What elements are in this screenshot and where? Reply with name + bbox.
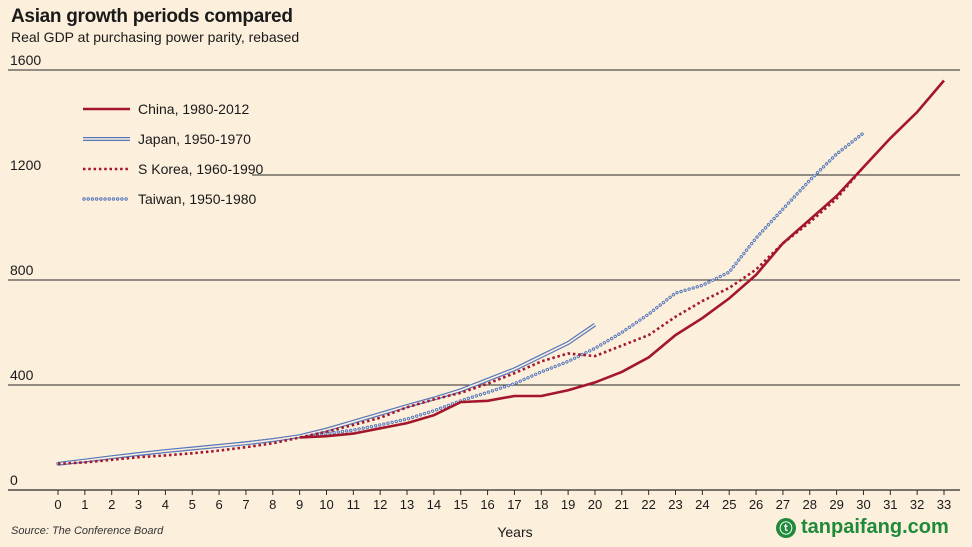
x-tick-label: 25 <box>722 497 736 512</box>
x-tick-label: 0 <box>54 497 61 512</box>
x-tick-label: 32 <box>910 497 924 512</box>
x-tick-label: 4 <box>162 497 169 512</box>
series-line-china <box>299 79 945 439</box>
gridlines <box>8 69 960 491</box>
x-tick-label: 28 <box>803 497 817 512</box>
watermark-logo-icon: ⓣ <box>776 517 796 538</box>
legend-label-china: China, 1980-2012 <box>138 101 250 117</box>
series-line-japan-inner <box>57 323 596 465</box>
x-axis: 0 1 2 3 4 5 6 7 8 9 10 11 12 13 14 15 16 17 18 19 20 21 22 23 24… <box>54 490 951 512</box>
series-line-japan <box>57 322 597 466</box>
x-tick-label: 27 <box>776 497 790 512</box>
x-tick-label: 30 <box>856 497 870 512</box>
x-tick-label: 29 <box>829 497 843 512</box>
x-tick-label: 3 <box>135 497 142 512</box>
x-tick-label: 2 <box>108 497 115 512</box>
y-axis-ticks: 0 400 800 1200 1600 <box>10 52 41 488</box>
series-line-s-korea <box>57 166 865 466</box>
x-axis-label: Years <box>497 524 532 540</box>
y-tick-label: 0 <box>10 472 18 488</box>
series-line-taiwan-inner <box>57 132 865 465</box>
x-tick-label: 15 <box>453 497 467 512</box>
watermark: ⓣ tanpaifang.com <box>776 516 949 539</box>
y-tick-label: 1200 <box>10 157 41 173</box>
x-tick-label: 8 <box>269 497 276 512</box>
x-tick-label: 31 <box>883 497 897 512</box>
legend-label-taiwan: Taiwan, 1950-1980 <box>138 191 257 207</box>
series-line-taiwan <box>56 131 866 466</box>
x-tick-label: 26 <box>749 497 763 512</box>
chart-title: Asian growth periods compared <box>11 6 293 27</box>
x-tick-label: 6 <box>215 497 222 512</box>
legend-label-s-korea: S Korea, 1960-1990 <box>138 161 264 177</box>
y-tick-label: 400 <box>10 367 34 383</box>
source-note: Source: The Conference Board <box>11 525 164 537</box>
watermark-text: tanpaifang.com <box>801 516 949 538</box>
x-tick-label: 22 <box>641 497 655 512</box>
legend: China, 1980-2012 Japan, 1950-1970 S Korea,… <box>82 101 264 207</box>
x-tick-label: 10 <box>319 497 333 512</box>
x-tick-label: 20 <box>588 497 602 512</box>
series-lines <box>56 79 945 466</box>
x-tick-label: 18 <box>534 497 548 512</box>
x-tick-label: 14 <box>427 497 441 512</box>
legend-label-japan: Japan, 1950-1970 <box>138 131 251 147</box>
y-tick-label: 800 <box>10 262 34 278</box>
x-tick-label: 7 <box>242 497 249 512</box>
x-tick-label: 1 <box>81 497 88 512</box>
x-tick-label: 12 <box>373 497 387 512</box>
y-tick-label: 1600 <box>10 52 41 68</box>
x-tick-label: 17 <box>507 497 521 512</box>
x-tick-label: 5 <box>189 497 196 512</box>
x-tick-label: 23 <box>668 497 682 512</box>
x-tick-label: 24 <box>695 497 709 512</box>
x-tick-label: 19 <box>561 497 575 512</box>
x-tick-label: 16 <box>480 497 494 512</box>
x-tick-label: 33 <box>937 497 951 512</box>
chart-subtitle: Real GDP at purchasing power parity, reb… <box>11 29 300 45</box>
x-tick-label: 9 <box>296 497 303 512</box>
x-tick-label: 11 <box>347 497 361 512</box>
x-tick-label: 21 <box>615 497 629 512</box>
x-tick-label: 13 <box>400 497 414 512</box>
